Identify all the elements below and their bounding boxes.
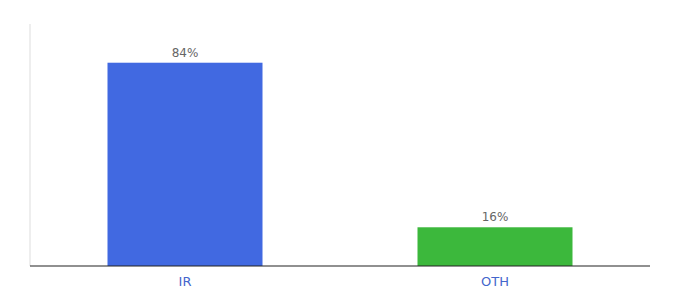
x-axis-line — [30, 265, 650, 266]
chart-container: 84% 16% IR OTH — [0, 0, 680, 300]
x-tick-label: IR — [179, 274, 192, 289]
data-labels: 84% 16% — [172, 46, 509, 225]
x-tick-label: OTH — [481, 274, 509, 289]
plot-area: 84% 16% IR OTH — [30, 24, 650, 289]
data-label: 16% — [482, 210, 509, 224]
chart-svg: 84% 16% IR OTH — [0, 0, 680, 300]
data-label: 84% — [172, 46, 199, 60]
bar — [108, 63, 263, 266]
x-tick-labels: IR OTH — [179, 274, 509, 289]
bars — [108, 63, 573, 266]
y-range-line — [30, 24, 31, 266]
bar — [418, 227, 573, 266]
